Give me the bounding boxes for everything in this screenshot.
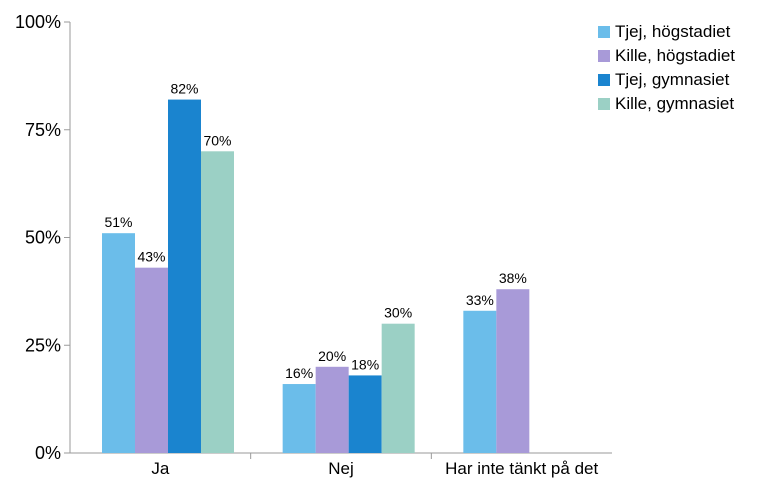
bar [201, 151, 234, 454]
legend-label: Kille, högstadiet [615, 46, 736, 65]
data-label: 33% [466, 292, 494, 308]
bar [282, 384, 316, 453]
legend-swatch [598, 50, 610, 62]
data-label: 30% [384, 305, 412, 321]
chart-legend: Tjej, högstadiet Kille, högstadiet Tjej, g… [598, 20, 735, 116]
legend-label: Tjej, gymnasiet [615, 70, 730, 89]
legend-label: Tjej, högstadiet [615, 22, 731, 41]
y-tick-label: 75% [25, 120, 61, 140]
bar [102, 233, 135, 453]
data-label: 38% [499, 270, 527, 286]
legend-item: Kille, högstadiet [598, 44, 735, 68]
legend-swatch [598, 26, 610, 38]
y-tick-label: 0% [35, 443, 61, 463]
x-category-label: Har inte tänkt på det [445, 459, 598, 478]
bar [168, 99, 201, 453]
legend-swatch [598, 74, 610, 86]
legend-item: Tjej, högstadiet [598, 20, 735, 44]
data-label: 82% [170, 81, 198, 97]
legend-swatch [598, 98, 610, 110]
legend-label: Kille, gymnasiet [615, 94, 735, 113]
y-tick-label: 100% [15, 12, 61, 32]
data-label: 20% [318, 348, 346, 364]
bar [463, 310, 497, 453]
bar [496, 289, 530, 453]
bar [348, 375, 382, 453]
data-label: 51% [104, 214, 132, 230]
x-category-label: Nej [328, 459, 354, 478]
legend-item: Tjej, gymnasiet [598, 68, 735, 92]
data-label: 18% [351, 356, 379, 372]
y-tick-label: 25% [25, 335, 61, 355]
data-label: 43% [137, 249, 165, 265]
bar [135, 267, 168, 453]
data-label: 16% [285, 365, 313, 381]
data-label: 70% [203, 132, 231, 148]
x-category-label: Ja [151, 459, 170, 478]
bar [381, 323, 415, 453]
bar [315, 366, 349, 453]
y-tick-label: 50% [25, 228, 61, 248]
legend-item: Kille, gymnasiet [598, 92, 735, 116]
